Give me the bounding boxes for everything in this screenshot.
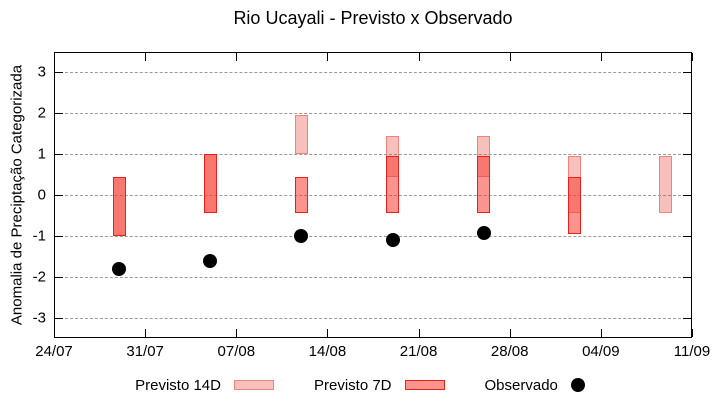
- range-bar-previsto-7d: [112, 176, 126, 236]
- x-tick-bottom: [236, 329, 238, 337]
- legend-item: Observado: [485, 377, 585, 394]
- x-tick-top: [145, 53, 147, 61]
- y-tick-left: [55, 195, 63, 196]
- legend-label: Previsto 7D: [313, 376, 392, 394]
- y-tick-left: [55, 154, 63, 156]
- chart-legend: Previsto 14D Previsto 7D Observado: [0, 374, 720, 396]
- observado-point: [112, 261, 127, 276]
- y-tick-right: [683, 276, 691, 278]
- x-tick-label: 04/09: [582, 343, 620, 360]
- plot-area: [54, 52, 692, 338]
- x-tick-label: 11/09: [673, 343, 711, 360]
- x-tick-top: [692, 53, 693, 61]
- x-tick-bottom: [327, 329, 329, 337]
- observado-point: [385, 232, 400, 247]
- x-tick-top: [236, 53, 238, 61]
- gridline: [55, 195, 691, 196]
- x-tick-bottom: [54, 329, 55, 337]
- y-tick-right: [683, 235, 691, 237]
- gridline: [55, 317, 691, 319]
- x-tick-top: [600, 53, 602, 61]
- y-tick-right: [683, 113, 691, 115]
- legend-label: Observado: [484, 376, 558, 394]
- y-tick-left: [55, 276, 63, 278]
- x-tick-top: [509, 53, 511, 61]
- observado-point: [294, 228, 309, 243]
- gridline: [55, 276, 691, 278]
- previsto-14d-swatch: [233, 380, 274, 390]
- range-bar-previsto-7d: [568, 176, 582, 234]
- x-tick-bottom: [600, 329, 602, 337]
- x-tick-bottom: [145, 329, 147, 337]
- range-bar-previsto-7d: [294, 176, 308, 214]
- range-bar-previsto-14d: [294, 115, 308, 155]
- y-tick-left: [55, 72, 63, 74]
- y-tick-label: -3: [32, 309, 46, 327]
- x-tick-bottom: [692, 329, 693, 337]
- x-tick-label: 31/07: [126, 343, 164, 360]
- legend-item: Previsto 7D: [314, 377, 445, 394]
- x-tick-label: 28/08: [490, 343, 529, 360]
- legend-item: Previsto 14D: [135, 377, 274, 394]
- range-bar-previsto-7d: [386, 156, 400, 214]
- gridline: [55, 154, 691, 156]
- x-tick-label: 24/07: [35, 343, 73, 360]
- range-bar-previsto-14d: [659, 156, 673, 214]
- y-tick-right: [683, 72, 691, 74]
- x-tick-top: [418, 53, 420, 61]
- y-tick-label: 2: [37, 104, 46, 122]
- x-tick-top: [54, 53, 55, 61]
- observado-point: [476, 225, 491, 240]
- x-tick-bottom: [509, 329, 511, 337]
- x-tick-bottom: [418, 329, 420, 337]
- y-tick-right: [683, 195, 691, 196]
- range-bar-previsto-7d: [203, 154, 217, 214]
- observado-point: [203, 254, 218, 269]
- y-tick-left: [55, 113, 63, 115]
- x-tick-label: 21/08: [399, 343, 438, 360]
- chart-title: Rio Ucayali - Previsto x Observado: [233, 8, 513, 28]
- previsto-7d-swatch: [404, 380, 445, 390]
- y-tick-label: 1: [37, 145, 46, 163]
- y-tick-right: [683, 154, 691, 156]
- y-tick-right: [683, 317, 691, 319]
- x-tick-label: 14/08: [308, 343, 347, 360]
- gridline: [55, 113, 691, 115]
- y-tick-label: -1: [32, 227, 46, 245]
- y-tick-label: 3: [37, 63, 46, 81]
- gridline: [55, 235, 691, 237]
- gridline: [55, 72, 691, 74]
- range-bar-previsto-7d: [477, 156, 491, 214]
- x-tick-top: [327, 53, 329, 61]
- observado-swatch: [570, 378, 585, 392]
- x-tick-label: 07/08: [217, 343, 256, 360]
- y-tick-label: 0: [37, 186, 46, 204]
- y-tick-label: -2: [32, 268, 46, 286]
- legend-label: Previsto 14D: [135, 376, 221, 394]
- y-tick-left: [55, 317, 63, 319]
- y-tick-left: [55, 235, 63, 237]
